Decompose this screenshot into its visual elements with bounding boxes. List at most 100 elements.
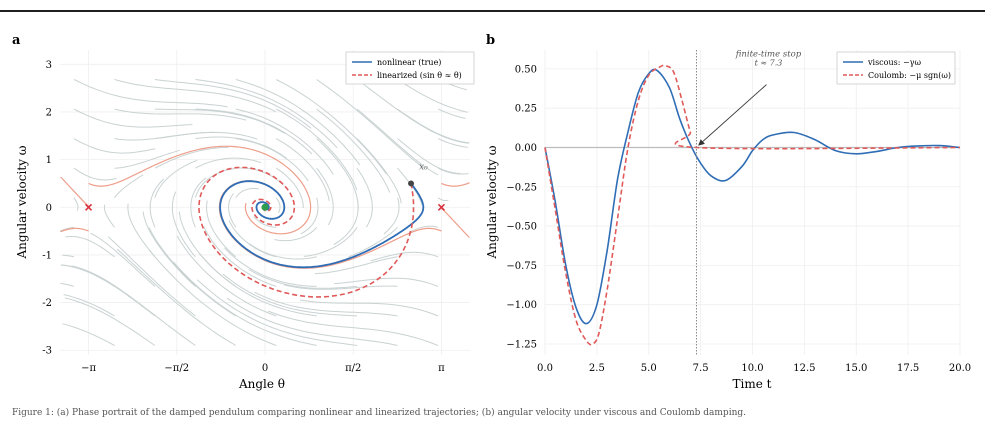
panel-a-y-tick-label: 1 xyxy=(46,155,52,166)
streamline xyxy=(90,232,156,287)
streamline xyxy=(356,138,402,204)
initial-state-label: x₀ xyxy=(419,162,428,172)
streamline xyxy=(248,268,358,289)
streamline xyxy=(300,197,319,235)
panel-b-x-tick-label: 7.5 xyxy=(693,363,709,374)
legend-coulomb-label: Coulomb: −μ sgn(ω) xyxy=(868,71,951,80)
streamline xyxy=(203,226,277,287)
streamline xyxy=(195,108,313,155)
streamline xyxy=(437,108,466,119)
streamline xyxy=(114,79,277,113)
streamline xyxy=(254,291,398,317)
streamline xyxy=(198,253,317,317)
stable-equilibrium-point xyxy=(261,203,269,211)
streamline xyxy=(60,264,115,287)
streamline xyxy=(195,79,338,149)
panel-a-legend-box xyxy=(345,51,475,85)
panel-b-x-axis-label: Time t xyxy=(733,377,772,391)
panel-b-grid xyxy=(544,50,961,355)
streamline xyxy=(228,193,237,228)
streamline xyxy=(154,159,198,198)
streamline xyxy=(356,167,373,228)
streamline xyxy=(275,197,281,214)
streamline xyxy=(356,108,439,176)
streamline xyxy=(103,204,115,228)
streamline xyxy=(206,200,237,258)
panel-b-legend-box xyxy=(836,51,956,85)
streamline xyxy=(171,191,196,258)
panel-b-x-tick-label: 10.0 xyxy=(741,363,763,374)
streamline xyxy=(107,236,196,317)
panel-b-y-tick-label: 0.50 xyxy=(515,64,537,75)
streamline xyxy=(114,108,247,121)
panel-a-letter: a xyxy=(12,33,21,48)
panel-b-y-tick-label: −0.25 xyxy=(506,182,537,193)
streamline xyxy=(73,79,228,108)
streamline xyxy=(62,264,156,317)
panel-a-x-tick-label: π/2 xyxy=(345,363,361,374)
streamline xyxy=(226,297,398,346)
streamline xyxy=(65,236,115,258)
streamline xyxy=(127,203,156,258)
panel-a-x-tick-label: −π/2 xyxy=(164,363,189,374)
streamline xyxy=(224,247,317,287)
annotation-subtitle: t ≈ 7.3 xyxy=(755,59,783,68)
streamline xyxy=(334,277,439,287)
panel-a-legend: nonlinear (true) linearized (sin θ ≈ θ) xyxy=(345,51,475,85)
streamline xyxy=(408,225,439,233)
streamline xyxy=(370,251,439,262)
separatrix xyxy=(441,182,470,187)
stop-arrow xyxy=(698,84,767,146)
streamline xyxy=(316,108,391,193)
streamline xyxy=(148,227,237,317)
panel-a-ticks: −π −π/2 0 π/2 π -3 -2 -1 0 1 2 3 xyxy=(42,60,445,374)
legend-nonlinear-label: nonlinear (true) xyxy=(377,58,441,67)
streamline xyxy=(116,248,237,346)
streamline xyxy=(63,294,115,317)
panel-b-y-tick-label: 0.25 xyxy=(515,104,537,115)
panel-a-x-tick-label: π xyxy=(438,363,445,374)
coulomb-series-line xyxy=(544,64,961,346)
streamline xyxy=(149,178,165,228)
streamline xyxy=(299,299,439,317)
streamline xyxy=(283,284,398,290)
streamline xyxy=(274,226,318,242)
streamline xyxy=(235,79,361,166)
panel-a-x-tick-label: −π xyxy=(81,363,96,374)
streamline xyxy=(397,79,468,113)
streamline xyxy=(190,177,207,228)
streamline xyxy=(249,243,317,260)
panel-a-y-axis-label: Angular velocity ω xyxy=(15,145,29,259)
streamline xyxy=(194,168,235,198)
saddle-point-marker xyxy=(437,203,446,211)
streamline xyxy=(114,174,144,198)
streamline xyxy=(154,108,286,134)
streamline xyxy=(73,138,156,154)
streamline xyxy=(148,249,277,346)
streamline xyxy=(235,138,309,182)
streamline xyxy=(154,147,229,169)
streamline xyxy=(142,211,196,287)
panel-b-annotation: finite-time stop t ≈ 7.3 xyxy=(695,49,802,355)
separatrix-incoming xyxy=(441,208,470,238)
panel-b-x-tick-label: 12.5 xyxy=(793,363,815,374)
streamline xyxy=(275,138,330,202)
streamline xyxy=(62,254,75,258)
streamline xyxy=(303,227,358,257)
streamline xyxy=(73,197,79,211)
initial-state-point xyxy=(408,180,415,187)
streamline xyxy=(397,108,470,144)
streamline xyxy=(437,138,468,148)
streamline xyxy=(154,79,312,129)
panel-b-x-tick-label: 17.5 xyxy=(897,363,919,374)
top-rule xyxy=(0,10,985,12)
streamline xyxy=(253,216,277,228)
panel-b-y-tick-label: −0.50 xyxy=(506,222,537,233)
streamline xyxy=(114,149,180,169)
panel-b-y-tick-label: −1.00 xyxy=(506,300,537,311)
figure-caption: Figure 1: (a) Phase portrait of the damp… xyxy=(12,408,746,418)
annotation-title: finite-time stop xyxy=(735,49,802,59)
streamline xyxy=(62,323,115,346)
streamline xyxy=(316,138,359,212)
